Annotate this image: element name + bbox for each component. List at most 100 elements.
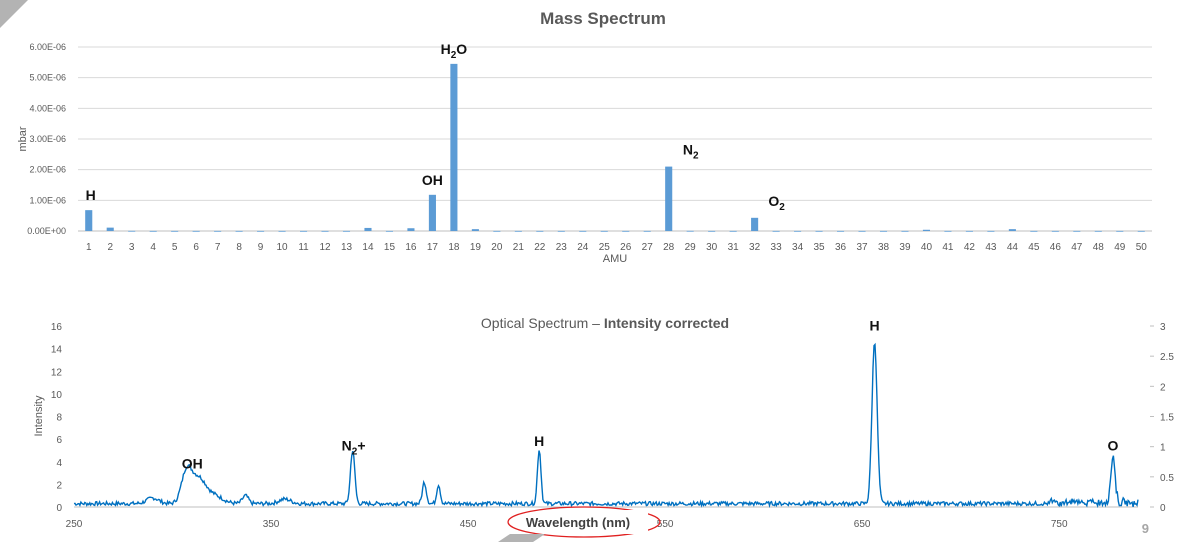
os-secondary-y-tick-label: 2 [1160,382,1166,393]
ms-x-tick-label: 45 [1028,242,1040,253]
ms-bar [1116,230,1124,232]
ms-x-tick-label: 49 [1114,242,1126,253]
optical-spectrum-annotations: OH N2+ H H O [182,318,1119,472]
mass-spectrum-title: Mass Spectrum [540,9,666,28]
os-annotation: OH [182,456,203,472]
ms-bar [149,230,157,232]
ms-bar [278,230,286,232]
ms-x-tick-label: 13 [341,242,353,253]
ms-bar [192,230,200,232]
ms-bar [106,227,114,231]
optical-spectrum-y-ticks: 0 2 4 6 8 10 12 14 16 [51,322,63,514]
ms-bar [407,228,415,231]
os-annotation: H [869,318,879,334]
ms-bar [450,63,458,231]
ms-x-tick-label: 10 [276,242,288,253]
ms-x-tick-label: 40 [921,242,933,253]
ms-x-tick-label: 42 [964,242,976,253]
ms-bar [922,229,931,231]
ms-bar [622,230,630,232]
ms-x-tick-label: 30 [706,242,718,253]
ms-bar [858,230,866,232]
ms-x-tick-label: 24 [577,242,589,253]
os-secondary-y-tick-label: 2.5 [1160,352,1174,363]
page-number: 9 [1141,521,1149,536]
ms-x-tick-label: 43 [985,242,997,253]
ms-x-tick-label: 41 [942,242,954,253]
ms-x-tick-label: 23 [556,242,568,253]
ms-x-tick-label: 3 [129,242,135,253]
os-annotation-main: O [1108,437,1119,453]
ms-annotation-main: H [441,41,451,57]
os-y-tick-label: 0 [56,503,62,514]
ms-bar [965,230,973,232]
ms-x-tick-label: 6 [193,242,199,253]
os-y-tick-label: 6 [56,435,62,446]
optical-title-bold: Intensity corrected [604,315,729,331]
ms-annotation-subscript: 2 [693,151,699,162]
mass-spectrum-x-ticks: 1 2 3 4 5 6 7 8 9 10 11 12 13 14 15 16 17 18 19 20 21 22 23 24 2… [86,242,1147,253]
os-secondary-y-tick-label: 0 [1160,503,1166,514]
ms-x-tick-label: 36 [835,242,847,253]
ms-bar [600,230,608,232]
ms-x-tick-label: 16 [405,242,417,253]
ms-y-tick-label: 4.00E-06 [29,103,66,113]
os-x-tick-label: 550 [657,519,674,530]
os-annotation-subscript: 2 [352,446,358,457]
ms-bar [815,230,823,232]
ms-x-tick-label: 18 [448,242,460,253]
ms-bar [987,230,995,232]
ms-x-tick-label: 32 [749,242,761,253]
ms-x-tick-label: 37 [856,242,868,253]
ms-bar [879,230,888,232]
ms-bar [342,230,351,232]
ms-bar [85,210,93,231]
ms-y-tick-label: 0.00E+00 [27,226,66,236]
ms-bar [643,230,651,232]
ms-bar [1008,229,1016,231]
ms-bar [385,230,394,232]
optical-spectrum-y-axis-label: Intensity [33,395,45,436]
ms-x-tick-label: 25 [599,242,611,253]
ms-x-tick-label: 14 [362,242,374,253]
ms-annotation: N2 [683,142,699,162]
optical-spectrum-x-axis-label: Wavelength (nm) [526,515,630,530]
mass-spectrum-x-axis-label: AMU [603,253,628,265]
ms-bar [364,227,372,231]
ms-annotation-main: OH [422,172,443,188]
ms-x-tick-label: 20 [491,242,503,253]
ms-bar [901,230,909,232]
ms-x-tick-label: 1 [86,242,92,253]
os-annotation-main: OH [182,456,203,472]
os-secondary-y-tick-label: 0.5 [1160,473,1174,484]
optical-spectrum-series-line [73,342,1139,509]
ms-bar [1030,230,1038,232]
optical-spectrum-secondary-y-ticks: 0 0.5 1 1.5 2 2.5 3 [1150,322,1174,514]
ms-bar [299,230,308,232]
ms-x-tick-label: 38 [878,242,890,253]
ms-y-tick-label: 2.00E-06 [29,165,66,175]
ms-x-tick-label: 39 [899,242,911,253]
ms-annotation: O2 [768,193,785,213]
ms-annotation-main: H [86,187,96,203]
ms-bar [1051,230,1059,232]
ms-x-tick-label: 2 [107,242,113,253]
ms-x-tick-label: 11 [298,242,309,253]
ms-y-tick-label: 1.00E-06 [29,195,66,205]
ms-x-tick-label: 21 [513,242,525,253]
ms-bar [944,230,952,232]
os-annotation-main: H [534,433,544,449]
ms-bar [579,230,587,232]
ms-x-tick-label: 17 [427,242,439,253]
ms-x-tick-label: 9 [258,242,264,253]
os-y-tick-label: 10 [51,390,63,401]
ms-x-tick-label: 19 [470,242,482,253]
slide-footer-decoration [498,534,545,542]
ms-x-tick-label: 28 [663,242,675,253]
mass-spectrum-bars [85,63,1145,232]
ms-x-tick-label: 46 [1050,242,1062,253]
os-annotation-main: N [342,437,352,453]
mass-spectrum-chart: Mass Spectrum 0.00E+00 1.00E-06 2.00E-06 3.… [17,9,1152,265]
